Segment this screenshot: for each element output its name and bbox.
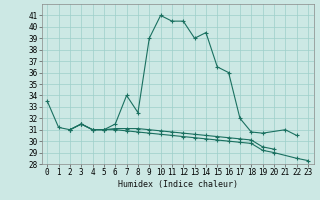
X-axis label: Humidex (Indice chaleur): Humidex (Indice chaleur) <box>118 180 237 189</box>
